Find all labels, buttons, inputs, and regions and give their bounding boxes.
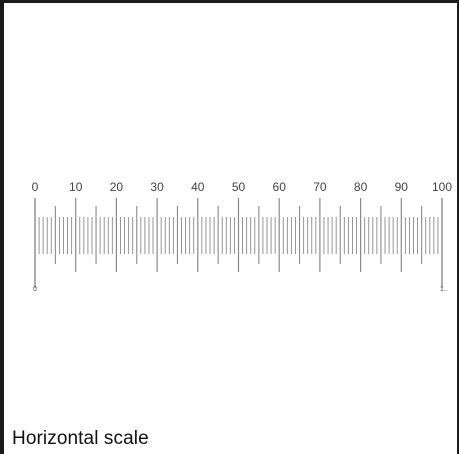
scale-end-mark: 1.. [440, 286, 448, 293]
scale-label: 10 [69, 180, 83, 194]
scale-label: 30 [150, 180, 164, 194]
scale-label: 50 [232, 180, 246, 194]
scale-label: 40 [191, 180, 205, 194]
caption: Horizontal scale [12, 428, 149, 449]
scale-ticks [34, 198, 443, 288]
scale-label: 60 [273, 180, 287, 194]
scale-label: 100 [432, 180, 452, 194]
scale-labels: 0 10 20 30 40 50 60 70 80 90 100 [32, 180, 453, 194]
scale-label: 0 [32, 180, 39, 194]
scale-label: 20 [110, 180, 124, 194]
scale-start-mark: 0 [33, 286, 37, 293]
scale-label: 80 [354, 180, 368, 194]
scale-label: 70 [313, 180, 327, 194]
scale-label: 90 [395, 180, 409, 194]
